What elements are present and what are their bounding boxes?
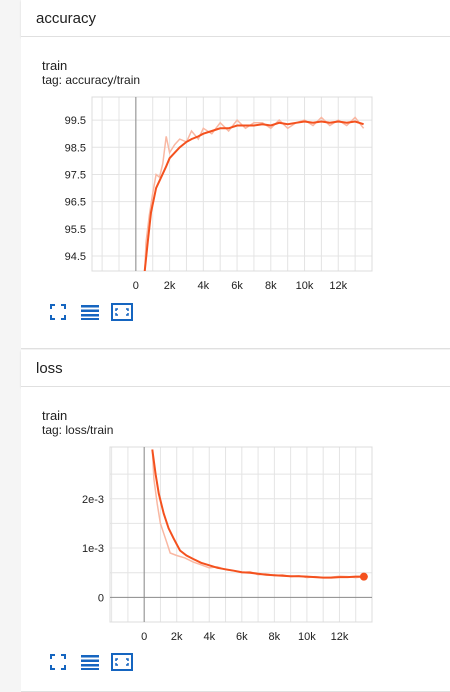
y-tick-label: 0 xyxy=(98,592,104,604)
x-tick-label: 6k xyxy=(236,631,248,643)
x-tick-label: 8k xyxy=(265,280,277,292)
run-name: train xyxy=(42,408,68,423)
x-tick-label: 10k xyxy=(298,631,316,643)
x-tick-label: 8k xyxy=(269,631,281,643)
fit-domain-icon xyxy=(111,653,133,671)
y-tick-label: 99.5 xyxy=(65,115,86,127)
y-tick-label: 98.5 xyxy=(65,142,86,154)
x-tick-label: 2k xyxy=(171,631,183,643)
section-header-loss[interactable]: loss xyxy=(21,350,450,387)
section-header-accuracy[interactable]: accuracy xyxy=(21,0,450,37)
x-tick-label: 12k xyxy=(329,280,347,292)
last-point-marker xyxy=(359,572,368,581)
x-tick-label: 12k xyxy=(331,631,349,643)
plot-frame xyxy=(109,446,373,623)
section-title: loss xyxy=(36,360,63,377)
series-line-smoothed xyxy=(151,449,364,579)
chart-card-accuracy: train tag: accuracy/train 99.5 98.5 97.5 96… xyxy=(21,37,450,349)
accuracy-chart[interactable]: 99.5 98.5 97.5 96.5 95.5 94.5 0 2k 4k 6k 8k 10k 12k xyxy=(21,96,450,327)
fit-domain-button[interactable] xyxy=(110,651,134,673)
loss-chart[interactable]: 2e-3 1e-3 0 0 2k 4k 6k 8k 10k 12k xyxy=(21,442,450,672)
fullscreen-button[interactable] xyxy=(46,651,70,673)
x-tick-label: 4k xyxy=(198,280,210,292)
series-line-smoothed xyxy=(143,120,364,271)
tag-label: tag: loss/train xyxy=(42,423,114,437)
fullscreen-button[interactable] xyxy=(46,301,70,323)
run-name: train xyxy=(42,58,68,73)
y-tick-label: 2e-3 xyxy=(82,494,104,506)
x-tick-label: 6k xyxy=(231,280,243,292)
x-tick-label: 10k xyxy=(296,280,314,292)
y-tick-label: 94.5 xyxy=(65,251,86,263)
list-icon xyxy=(81,305,99,320)
y-tick-label: 95.5 xyxy=(65,224,86,236)
list-icon xyxy=(81,655,99,670)
fit-domain-button[interactable] xyxy=(110,301,134,323)
chart-card-loss: train tag: loss/train 2e-3 1e-3 0 0 2k 4k 6k 8k… xyxy=(21,387,450,692)
fit-domain-icon xyxy=(111,303,133,321)
y-tick-label: 96.5 xyxy=(65,197,86,209)
x-tick-label: 2k xyxy=(164,280,176,292)
x-tick-label: 0 xyxy=(133,280,139,292)
y-tick-label: 1e-3 xyxy=(82,543,104,555)
fullscreen-icon xyxy=(50,304,66,320)
section-title: accuracy xyxy=(36,10,97,27)
plot-frame xyxy=(91,96,373,272)
tag-label: tag: accuracy/train xyxy=(42,73,141,87)
fullscreen-icon xyxy=(50,654,66,670)
toggle-y-log-button[interactable] xyxy=(78,651,102,673)
x-tick-label: 4k xyxy=(203,631,215,643)
toggle-y-log-button[interactable] xyxy=(78,301,102,323)
x-tick-label: 0 xyxy=(141,631,147,643)
y-tick-label: 97.5 xyxy=(65,169,86,181)
